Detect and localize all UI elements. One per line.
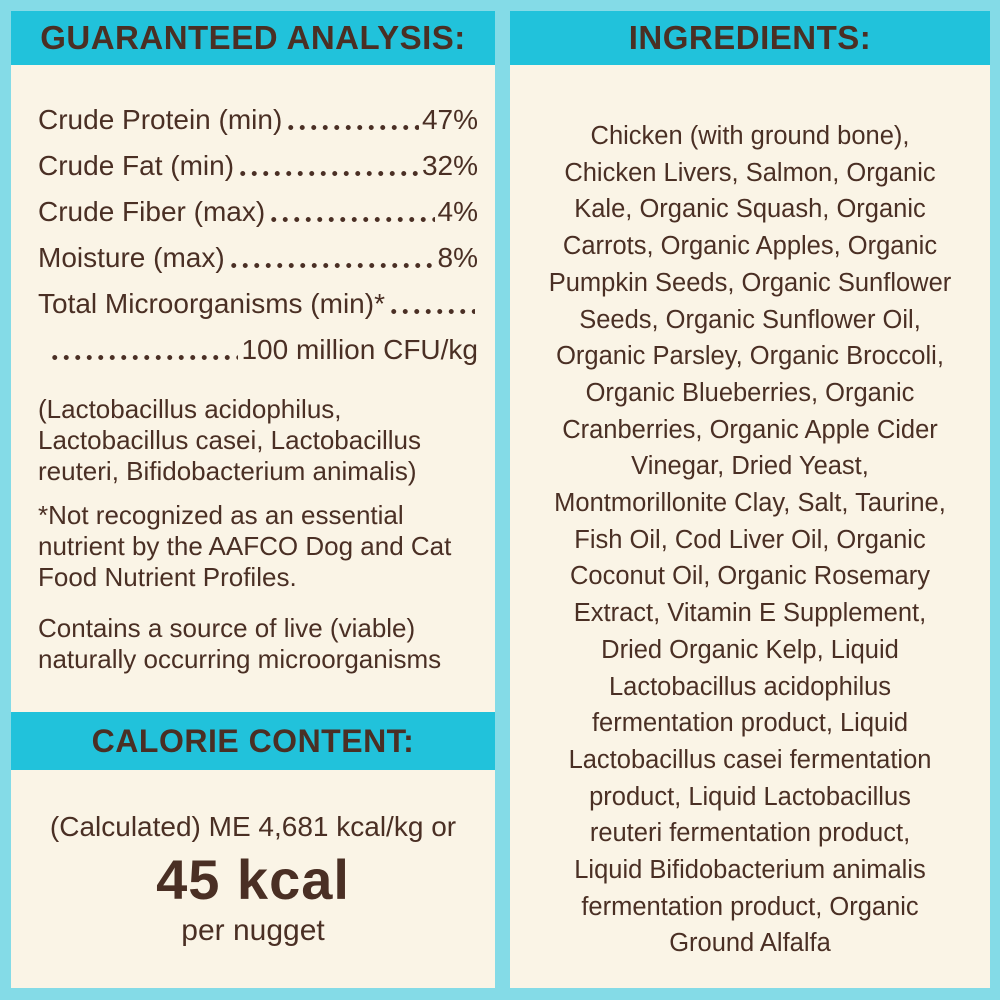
aafco-footnote: *Not recognized as an essential nutrient… (38, 500, 452, 592)
calorie-content-body: (Calculated) ME 4,681 kcal/kg or 45 kcal… (11, 770, 495, 949)
analysis-row-crude-fiber: Crude Fiber (max) 4% (38, 186, 478, 232)
dot-leader (387, 308, 475, 315)
ingredients-title: INGREDIENTS: (510, 11, 990, 65)
dot-leader (49, 354, 239, 361)
analysis-row-crude-fat: Crude Fat (min) 32% (38, 140, 478, 186)
analysis-label: Total Microorganisms (min)* (38, 288, 385, 319)
guaranteed-analysis-title: GUARANTEED ANALYSIS: (11, 11, 495, 65)
analysis-row-crude-protein: Crude Protein (min) 47% (38, 94, 478, 140)
calorie-kcal-value: 45 kcal (156, 848, 350, 911)
analysis-value: 4% (437, 196, 478, 227)
dot-leader (268, 216, 435, 223)
analysis-row-total-microorganisms: Total Microorganisms (min)* (38, 278, 478, 324)
analysis-label: Crude Fiber (max) (38, 196, 266, 227)
analysis-row-cfu-continuation: 100 million CFU/kg (38, 324, 478, 370)
viable-microorganisms-note: Contains a source of live (viable) natur… (38, 613, 442, 674)
guaranteed-analysis-panel: GUARANTEED ANALYSIS: Crude Protein (min)… (11, 11, 495, 988)
ingredients-list: Chicken (with ground bone), Chicken Live… (548, 122, 952, 958)
analysis-value: 100 million CFU/kg (241, 334, 478, 365)
dot-leader (285, 124, 419, 131)
analysis-label: Crude Fat (min) (38, 150, 235, 181)
dot-leader (227, 262, 435, 269)
calorie-calculated-line: (Calculated) ME 4,681 kcal/kg or (49, 811, 457, 842)
analysis-label: Crude Protein (min) (38, 104, 283, 135)
analysis-row-moisture: Moisture (max) 8% (38, 232, 478, 278)
calorie-per-unit: per nugget (181, 914, 325, 947)
analysis-label: Moisture (max) (38, 242, 225, 273)
analysis-value: 32% (421, 150, 478, 181)
microorganisms-note: (Lactobacillus acidophilus, Lactobacillu… (38, 394, 421, 486)
analysis-value: 47% (421, 104, 478, 135)
ingredients-panel: INGREDIENTS: Chicken (with ground bone),… (510, 11, 990, 988)
analysis-value: 8% (437, 242, 478, 273)
analysis-table: Crude Protein (min) 47% Crude Fat (min) … (11, 65, 495, 370)
calorie-content-title: CALORIE CONTENT: (11, 712, 495, 770)
dot-leader (237, 170, 419, 177)
